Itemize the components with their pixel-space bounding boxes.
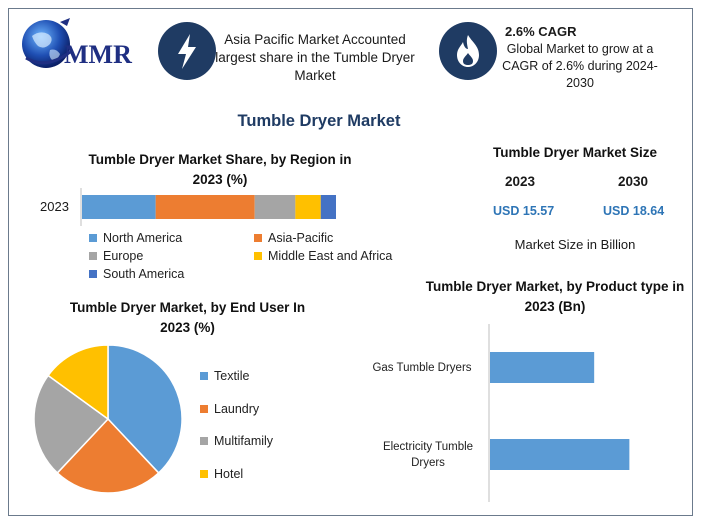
legend-swatch (254, 234, 262, 242)
product-category-label-gas: Gas Tumble Dryers (372, 362, 472, 374)
lightning-icon (178, 34, 196, 69)
legend-textile: Textile (200, 369, 249, 383)
region-bar-segment-middle-east-and-africa (295, 195, 321, 219)
legend-laundry: Laundry (200, 402, 259, 416)
market-size-title: Tumble Dryer Market Size (492, 145, 658, 160)
pie-slice-multifamily (33, 374, 110, 475)
pie-slice-hotel (47, 344, 109, 421)
legend-multifamily: Multifamily (200, 434, 273, 448)
info1-icon-badge (158, 22, 216, 80)
legend-north-america: North America (89, 231, 182, 245)
legend-south-america: South America (89, 267, 184, 281)
region-bar-category: 2023 (40, 199, 69, 214)
legend-swatch (89, 234, 97, 242)
region-chart-title: Tumble Dryer Market Share, by Region in … (88, 152, 352, 187)
info2-body: Global Market to grow at a CAGR of 2.6% … (502, 42, 658, 90)
legend-label: Textile (214, 369, 250, 383)
legend-swatch (200, 372, 208, 380)
logo-text: MMR (64, 40, 132, 69)
product-category-label-electricity: Electricity Tumble Dryers (382, 441, 474, 469)
legend-europe: Europe (89, 249, 143, 263)
legend-hotel: Hotel (200, 467, 243, 481)
legend-swatch (89, 270, 97, 278)
market-size-year-2030: 2030 (618, 174, 649, 189)
pie-slice-laundry (56, 417, 160, 494)
legend-middle-east-africa: Middle East and Africa (254, 249, 392, 263)
product-bar-gas (490, 352, 595, 383)
region-bar-segment-europe (254, 195, 296, 219)
market-size-value-2023: USD 15.57 (493, 204, 555, 218)
info2-icon-badge (439, 22, 497, 80)
legend-label: Europe (103, 249, 144, 263)
legend-label: Laundry (214, 402, 260, 416)
legend-label: Multifamily (214, 434, 274, 448)
legend-swatch (200, 405, 208, 413)
legend-swatch (254, 252, 262, 260)
logo: MMR (20, 14, 148, 76)
product-chart-title: Tumble Dryer Market, by Product type in … (425, 279, 685, 314)
info2-title: 2.6% CAGR (505, 24, 577, 39)
region-bar-segment-asia-pacific (155, 195, 255, 219)
legend-asia-pacific: Asia-Pacific (254, 231, 333, 245)
info1-text: Asia Pacific Market Accounted largest sh… (215, 32, 415, 83)
legend-label: Middle East and Africa (268, 249, 393, 263)
legend-swatch (200, 437, 208, 445)
legend-label: Hotel (214, 467, 244, 481)
market-size-value-2030: USD 18.64 (603, 204, 665, 218)
region-bar-segment-south-america (320, 195, 336, 219)
flame-icon (457, 35, 479, 67)
main-title: Tumble Dryer Market (237, 112, 401, 130)
region-bar-segment-north-america (82, 195, 156, 219)
legend-label: South America (103, 267, 185, 281)
pie-slice-textile (107, 344, 183, 475)
legend-swatch (89, 252, 97, 260)
legend-label: Asia-Pacific (268, 231, 334, 245)
legend-label: North America (103, 231, 183, 245)
end-user-chart-title: Tumble Dryer Market, by End User In 2023… (69, 300, 306, 335)
globe-icon (22, 18, 71, 68)
market-size-year-2023: 2023 (505, 174, 536, 189)
market-size-note: Market Size in Billion (514, 237, 636, 252)
product-bar-electricity (490, 439, 630, 470)
legend-swatch (200, 470, 208, 478)
